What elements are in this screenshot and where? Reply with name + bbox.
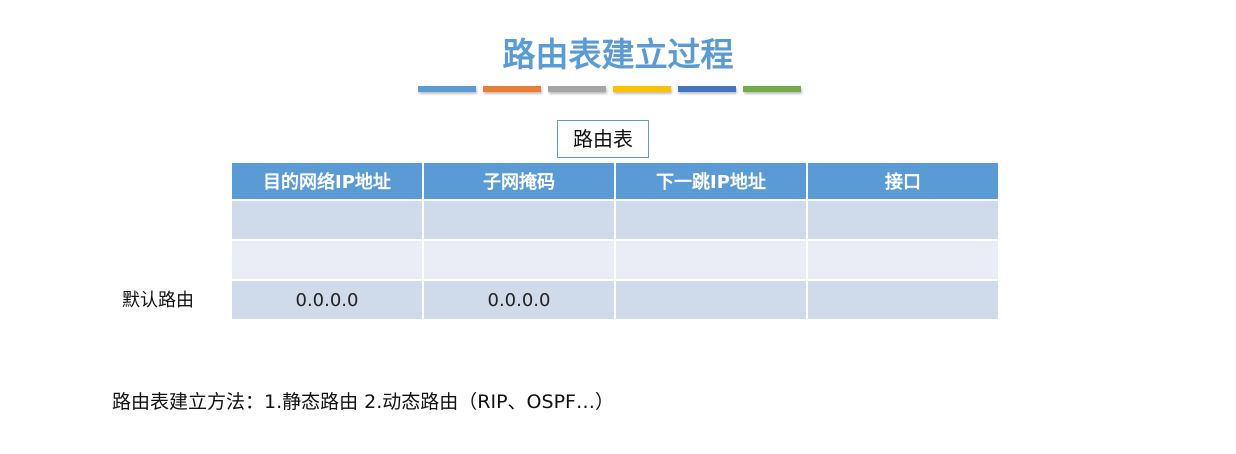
cell xyxy=(230,239,424,281)
cell xyxy=(422,239,616,281)
header-cell: 下一跳IP地址 xyxy=(614,161,808,201)
cell xyxy=(614,239,808,281)
divider-bar xyxy=(548,86,606,92)
table-row xyxy=(230,199,1000,241)
header-cell: 目的网络IP地址 xyxy=(230,161,424,201)
slide-title: 路由表建立过程 xyxy=(502,35,734,74)
cell xyxy=(422,199,616,241)
divider-bar xyxy=(743,86,801,92)
cell: 0.0.0.0 xyxy=(422,279,616,321)
method-text: 路由表建立方法：1.静态路由 2.动态路由（RIP、OSPF…） xyxy=(112,391,614,413)
cell xyxy=(230,199,424,241)
routing-table: 目的网络IP地址 子网掩码 下一跳IP地址 接口 0.0.0.0 0.0.0.0 xyxy=(230,161,1000,321)
cell: 0.0.0.0 xyxy=(230,279,424,321)
divider-bar xyxy=(483,86,541,92)
divider-bar xyxy=(613,86,671,92)
header-cell: 接口 xyxy=(806,161,1000,201)
cell xyxy=(614,199,808,241)
cell xyxy=(614,279,808,321)
table-row xyxy=(230,239,1000,281)
divider-bar xyxy=(678,86,736,92)
default-route-label: 默认路由 xyxy=(122,290,194,311)
cell xyxy=(806,279,1000,321)
cell xyxy=(806,239,1000,281)
header-row: 目的网络IP地址 子网掩码 下一跳IP地址 接口 xyxy=(230,161,1000,201)
color-divider xyxy=(418,86,801,92)
table-row: 0.0.0.0 0.0.0.0 xyxy=(230,279,1000,321)
divider-bar xyxy=(418,86,476,92)
header-cell: 子网掩码 xyxy=(422,161,616,201)
table-caption: 路由表 xyxy=(557,120,649,158)
cell xyxy=(806,199,1000,241)
